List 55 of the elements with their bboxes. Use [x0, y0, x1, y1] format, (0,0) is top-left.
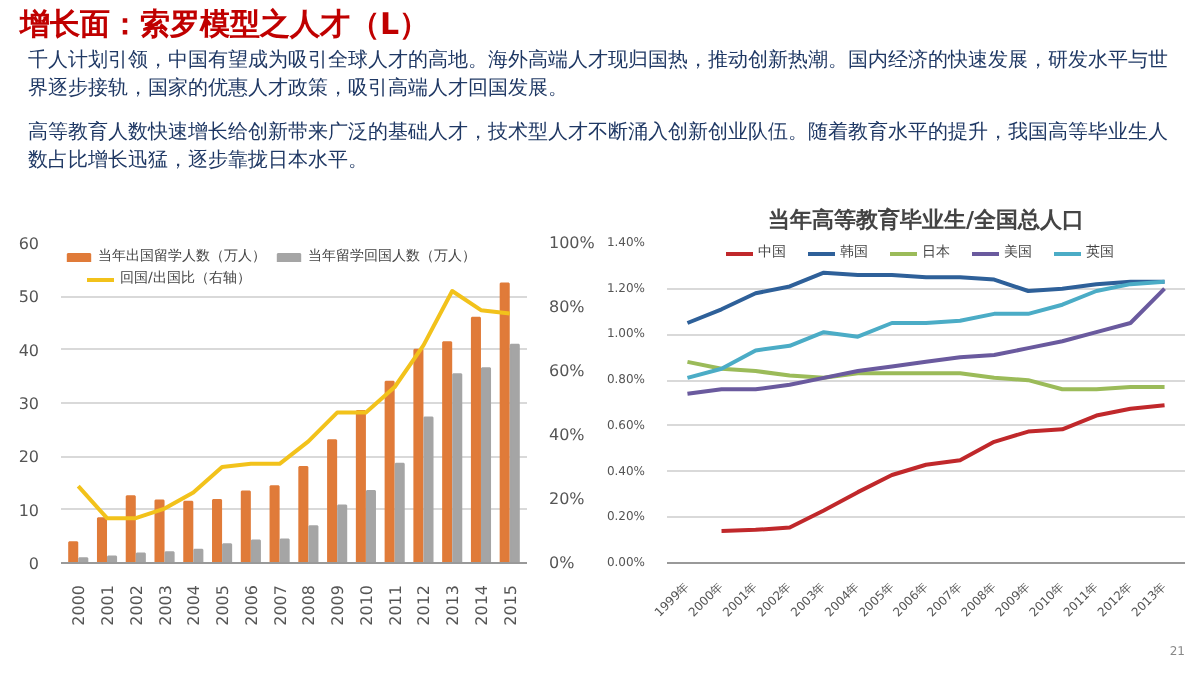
bar — [240, 490, 251, 563]
line-series — [685, 270, 1167, 325]
text: 千人计划引领，中国有望成为吸引全球人才的高地。海外高端人才现归国热，推动创新热潮。国内经济的快速发展，研发水平与世界逐步接轨，国家的优惠人才政策，吸引高端人才回国发展。 — [28, 48, 1170, 104]
y-tick-label: 60 — [18, 235, 40, 253]
y2-tick-label: 100% — [549, 234, 596, 252]
x-tick-label: 2008 — [300, 585, 319, 626]
bar — [212, 499, 223, 563]
y-tick-label: 20 — [18, 448, 40, 467]
line-series — [719, 403, 1167, 533]
y-tick-label: 0 — [28, 555, 40, 573]
y-tick-label: 10 — [18, 501, 40, 520]
bar — [384, 380, 395, 563]
bar — [183, 500, 194, 563]
x-tick-label: 2002 — [127, 585, 146, 626]
bar — [327, 439, 338, 563]
x-tick-label: 2007 — [271, 585, 290, 626]
x-tick-label: 2004 — [185, 585, 204, 626]
x-tick-label: 2011 — [386, 585, 405, 626]
y2-tick-label: 40% — [549, 426, 586, 444]
bar — [470, 316, 481, 563]
chart-title: 增长面：索罗模型之人才（L） — [20, 4, 430, 46]
y2-tick-label: 60% — [549, 362, 586, 380]
line-series — [685, 359, 1167, 392]
y-tick-label: 30 — [18, 395, 40, 413]
x-tick-label: 2010 — [357, 585, 376, 626]
y2-tick-label: 80% — [549, 298, 586, 316]
x-tick-label: 2014 — [472, 585, 491, 626]
bar — [355, 410, 366, 563]
x-tick-label: 2001 — [99, 585, 118, 626]
x-tick-label: 2015 — [501, 585, 520, 626]
y-tick-label: 40 — [18, 341, 40, 360]
x-tick-label: 2000 — [70, 585, 89, 626]
bar — [499, 282, 510, 563]
chart-title: 当年高等教育毕业生/全国总人口 — [767, 207, 1085, 233]
line-series — [685, 279, 1167, 380]
bar — [442, 341, 453, 563]
x-tick-label: 2003 — [156, 585, 175, 626]
x-tick-label: 2012 — [415, 585, 434, 626]
line-series — [76, 289, 512, 521]
bar — [269, 485, 280, 563]
line-series — [685, 286, 1167, 396]
bar — [96, 517, 108, 563]
x-tick-label: 2005 — [214, 585, 233, 626]
y2-tick-label: 0% — [549, 554, 576, 572]
x-tick-label: 2013 — [444, 585, 463, 626]
bar — [125, 495, 136, 563]
bar — [298, 466, 309, 563]
bar — [68, 541, 79, 563]
bar — [154, 499, 165, 563]
x-tick-label: 2006 — [242, 585, 261, 626]
text: 高等教育人数快速增长给创新带来广泛的基础人才，技术型人才不断涌入创新创业队伍。随着教育水平的提升，我国高等毕业生人数占比增长迅猛，逐步靠拢日本水平。 — [28, 120, 1170, 176]
bar — [413, 348, 424, 563]
y-tick-label: 50 — [18, 288, 40, 307]
y2-tick-label: 20% — [549, 490, 586, 508]
x-tick-label: 2009 — [329, 585, 348, 626]
